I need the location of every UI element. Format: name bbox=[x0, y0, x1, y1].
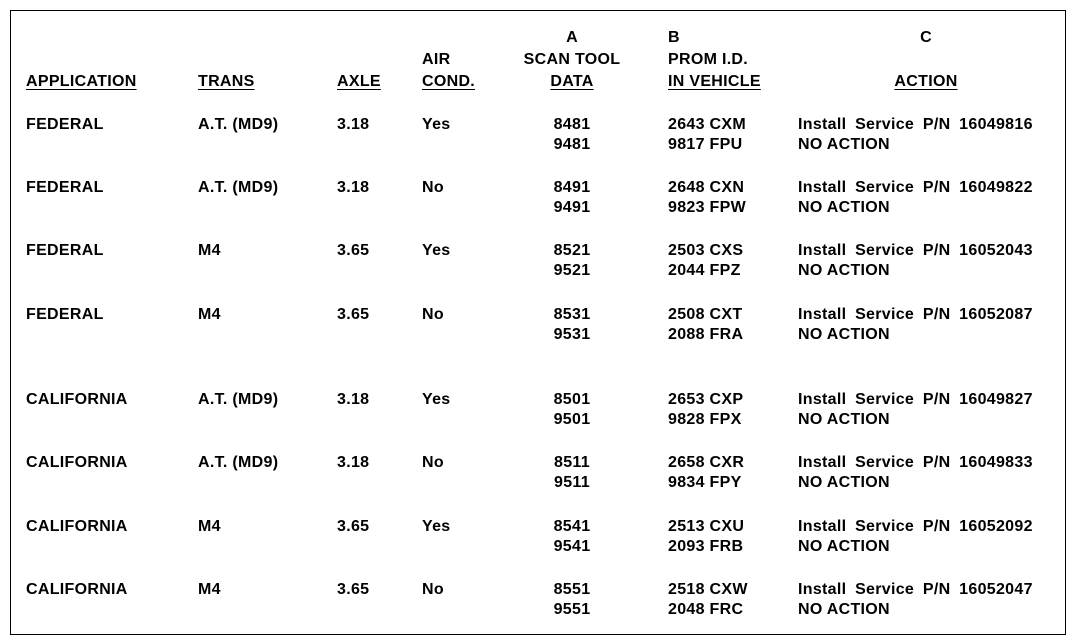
prom-id: 2048 FRC bbox=[668, 601, 744, 618]
scan-tool-data: 8521 bbox=[553, 242, 591, 259]
application: FEDERAL bbox=[26, 306, 104, 323]
air-conditioning: No bbox=[422, 454, 444, 471]
transmission: M4 bbox=[198, 306, 221, 323]
axle: 3.18 bbox=[337, 179, 370, 196]
action: Install Service P/N 16049833 bbox=[798, 454, 1033, 471]
axle: 3.65 bbox=[337, 306, 370, 323]
air-conditioning: No bbox=[422, 306, 444, 323]
column-header: AIR bbox=[422, 51, 451, 68]
axle: 3.18 bbox=[337, 391, 370, 408]
prom-id: 2643 CXM bbox=[668, 116, 746, 133]
prom-id: 2653 CXP bbox=[668, 391, 744, 408]
scan-tool-data: 9521 bbox=[553, 262, 591, 279]
transmission: M4 bbox=[198, 581, 221, 598]
transmission: A.T. (MD9) bbox=[198, 391, 279, 408]
action: Install Service P/N 16049827 bbox=[798, 391, 1033, 408]
column-header: TRANS bbox=[198, 73, 255, 90]
column-header: B bbox=[668, 29, 680, 46]
action: Install Service P/N 16049816 bbox=[798, 116, 1033, 133]
scan-tool-data: 9481 bbox=[553, 136, 591, 153]
action: NO ACTION bbox=[798, 136, 890, 153]
air-conditioning: Yes bbox=[422, 242, 451, 259]
application: CALIFORNIA bbox=[26, 518, 128, 535]
scan-tool-data: 8531 bbox=[553, 306, 591, 323]
application: CALIFORNIA bbox=[26, 454, 128, 471]
column-header: COND. bbox=[422, 73, 476, 90]
prom-id: 2503 CXS bbox=[668, 242, 744, 259]
scan-tool-data: 9511 bbox=[554, 474, 590, 491]
transmission: A.T. (MD9) bbox=[198, 179, 279, 196]
scan-tool-data: 9531 bbox=[553, 326, 591, 343]
axle: 3.18 bbox=[337, 454, 370, 471]
column-header: SCAN TOOL bbox=[523, 51, 621, 68]
transmission: M4 bbox=[198, 242, 221, 259]
action: NO ACTION bbox=[798, 538, 890, 555]
application: CALIFORNIA bbox=[26, 581, 128, 598]
action: Install Service P/N 16052047 bbox=[798, 581, 1033, 598]
column-header: C bbox=[920, 29, 932, 46]
prom-id: 2648 CXN bbox=[668, 179, 745, 196]
column-header: APPLICATION bbox=[26, 73, 137, 90]
column-header: A bbox=[566, 29, 578, 46]
scan-tool-data: 8541 bbox=[553, 518, 591, 535]
air-conditioning: Yes bbox=[422, 518, 451, 535]
prom-id: 2518 CXW bbox=[668, 581, 748, 598]
prom-id: 9828 FPX bbox=[668, 411, 742, 428]
action: NO ACTION bbox=[798, 474, 890, 491]
scan-tool-data: 9541 bbox=[553, 538, 591, 555]
action: Install Service P/N 16052092 bbox=[798, 518, 1033, 535]
action: Install Service P/N 16052043 bbox=[798, 242, 1033, 259]
axle: 3.65 bbox=[337, 581, 370, 598]
action: NO ACTION bbox=[798, 411, 890, 428]
scan-tool-data: 9491 bbox=[553, 199, 591, 216]
scan-tool-data: 8551 bbox=[553, 581, 591, 598]
scan-tool-data: 8501 bbox=[553, 391, 591, 408]
air-conditioning: Yes bbox=[422, 391, 451, 408]
prom-id: 2093 FRB bbox=[668, 538, 744, 555]
prom-id: 2513 CXU bbox=[668, 518, 745, 535]
axle: 3.65 bbox=[337, 242, 370, 259]
axle: 3.65 bbox=[337, 518, 370, 535]
column-header: DATA bbox=[550, 73, 594, 90]
action: Install Service P/N 16049822 bbox=[798, 179, 1033, 196]
prom-id: 9834 FPY bbox=[668, 474, 742, 491]
column-header: AXLE bbox=[337, 73, 381, 90]
air-conditioning: No bbox=[422, 179, 444, 196]
prom-id: 2088 FRA bbox=[668, 326, 744, 343]
prom-id: 2508 CXT bbox=[668, 306, 743, 323]
column-header: ACTION bbox=[894, 73, 958, 90]
transmission: M4 bbox=[198, 518, 221, 535]
action: NO ACTION bbox=[798, 326, 890, 343]
table-frame bbox=[10, 10, 1066, 635]
scan-tool-data: 8491 bbox=[553, 179, 591, 196]
action: NO ACTION bbox=[798, 601, 890, 618]
column-header: PROM I.D. bbox=[668, 51, 749, 68]
scan-tool-data: 9501 bbox=[553, 411, 591, 428]
prom-id: 9817 FPU bbox=[668, 136, 743, 153]
transmission: A.T. (MD9) bbox=[198, 116, 279, 133]
action: Install Service P/N 16052087 bbox=[798, 306, 1033, 323]
action: NO ACTION bbox=[798, 199, 890, 216]
scan-tool-data: 8511 bbox=[554, 454, 590, 471]
axle: 3.18 bbox=[337, 116, 370, 133]
application: CALIFORNIA bbox=[26, 391, 128, 408]
column-header: IN VEHICLE bbox=[668, 73, 761, 90]
scan-tool-data: 9551 bbox=[553, 601, 591, 618]
air-conditioning: Yes bbox=[422, 116, 451, 133]
action: NO ACTION bbox=[798, 262, 890, 279]
prom-id: 2658 CXR bbox=[668, 454, 745, 471]
transmission: A.T. (MD9) bbox=[198, 454, 279, 471]
scan-tool-data: 8481 bbox=[553, 116, 591, 133]
application: FEDERAL bbox=[26, 242, 104, 259]
air-conditioning: No bbox=[422, 581, 444, 598]
prom-id: 9823 FPW bbox=[668, 199, 746, 216]
application: FEDERAL bbox=[26, 116, 104, 133]
prom-id: 2044 FPZ bbox=[668, 262, 741, 279]
application: FEDERAL bbox=[26, 179, 104, 196]
